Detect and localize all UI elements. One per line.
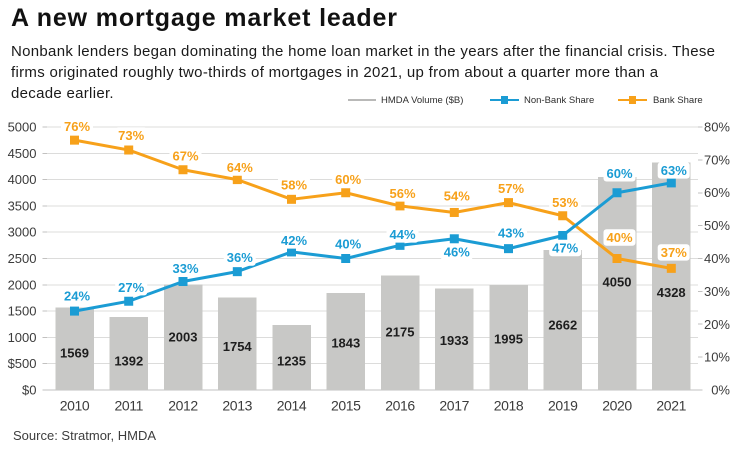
svg-text:4328: 4328 — [657, 285, 686, 300]
svg-text:1500: 1500 — [8, 304, 37, 319]
svg-text:1754: 1754 — [223, 339, 253, 354]
svg-text:73%: 73% — [118, 128, 144, 143]
svg-text:5000: 5000 — [8, 120, 37, 135]
svg-text:2011: 2011 — [115, 398, 144, 414]
svg-text:67%: 67% — [172, 148, 198, 163]
svg-text:60%: 60% — [704, 185, 730, 200]
svg-text:1995: 1995 — [494, 332, 523, 347]
svg-text:46%: 46% — [444, 244, 470, 259]
svg-text:44%: 44% — [389, 227, 415, 242]
svg-text:10%: 10% — [704, 350, 730, 365]
svg-text:1843: 1843 — [331, 336, 360, 351]
svg-text:$0: $0 — [22, 383, 36, 398]
svg-text:2010: 2010 — [60, 398, 90, 414]
svg-text:2012: 2012 — [168, 398, 198, 414]
svg-text:58%: 58% — [281, 177, 307, 192]
svg-text:2017: 2017 — [439, 398, 469, 414]
svg-text:33%: 33% — [172, 261, 198, 276]
svg-text:$500: $500 — [8, 356, 37, 371]
svg-text:63%: 63% — [661, 163, 687, 178]
svg-text:47%: 47% — [552, 241, 578, 256]
svg-text:60%: 60% — [606, 166, 632, 181]
svg-text:1933: 1933 — [440, 333, 469, 348]
svg-text:54%: 54% — [444, 189, 470, 204]
svg-text:2020: 2020 — [602, 398, 632, 414]
svg-text:40%: 40% — [335, 237, 361, 252]
svg-text:24%: 24% — [64, 289, 90, 304]
svg-text:27%: 27% — [118, 280, 144, 295]
svg-text:1569: 1569 — [60, 346, 89, 361]
svg-text:40%: 40% — [704, 251, 730, 266]
svg-text:2003: 2003 — [169, 330, 198, 345]
svg-text:1235: 1235 — [277, 354, 306, 369]
svg-text:2175: 2175 — [386, 325, 415, 340]
svg-text:2018: 2018 — [494, 398, 524, 414]
svg-text:30%: 30% — [704, 284, 730, 299]
svg-text:1392: 1392 — [114, 354, 143, 369]
svg-text:0%: 0% — [711, 383, 730, 398]
svg-text:2014: 2014 — [277, 398, 307, 414]
svg-text:3000: 3000 — [8, 225, 37, 240]
svg-text:2016: 2016 — [385, 398, 415, 414]
svg-text:42%: 42% — [281, 233, 307, 248]
svg-text:4000: 4000 — [8, 172, 37, 187]
svg-text:40%: 40% — [606, 230, 632, 245]
svg-text:2662: 2662 — [548, 318, 577, 333]
svg-text:2013: 2013 — [222, 398, 252, 414]
svg-text:2500: 2500 — [8, 251, 37, 266]
svg-text:53%: 53% — [552, 195, 578, 210]
svg-text:37%: 37% — [661, 245, 687, 260]
svg-text:20%: 20% — [704, 317, 730, 332]
svg-text:2019: 2019 — [548, 398, 578, 414]
svg-text:60%: 60% — [335, 172, 361, 187]
svg-text:4050: 4050 — [603, 275, 632, 290]
svg-text:4500: 4500 — [8, 146, 37, 161]
svg-text:80%: 80% — [704, 120, 730, 135]
svg-text:3500: 3500 — [8, 198, 37, 213]
svg-text:64%: 64% — [227, 160, 253, 175]
svg-text:50%: 50% — [704, 218, 730, 233]
svg-text:2021: 2021 — [656, 398, 686, 414]
svg-text:2000: 2000 — [8, 277, 37, 292]
svg-text:70%: 70% — [704, 152, 730, 167]
svg-text:1000: 1000 — [8, 330, 37, 345]
svg-text:57%: 57% — [498, 181, 524, 196]
svg-text:56%: 56% — [389, 186, 415, 201]
svg-text:76%: 76% — [64, 119, 90, 134]
svg-text:2015: 2015 — [331, 398, 361, 414]
svg-text:43%: 43% — [498, 226, 524, 241]
svg-text:36%: 36% — [227, 250, 253, 265]
